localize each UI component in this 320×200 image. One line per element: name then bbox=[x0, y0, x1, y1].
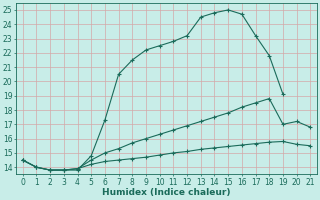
X-axis label: Humidex (Indice chaleur): Humidex (Indice chaleur) bbox=[102, 188, 231, 197]
